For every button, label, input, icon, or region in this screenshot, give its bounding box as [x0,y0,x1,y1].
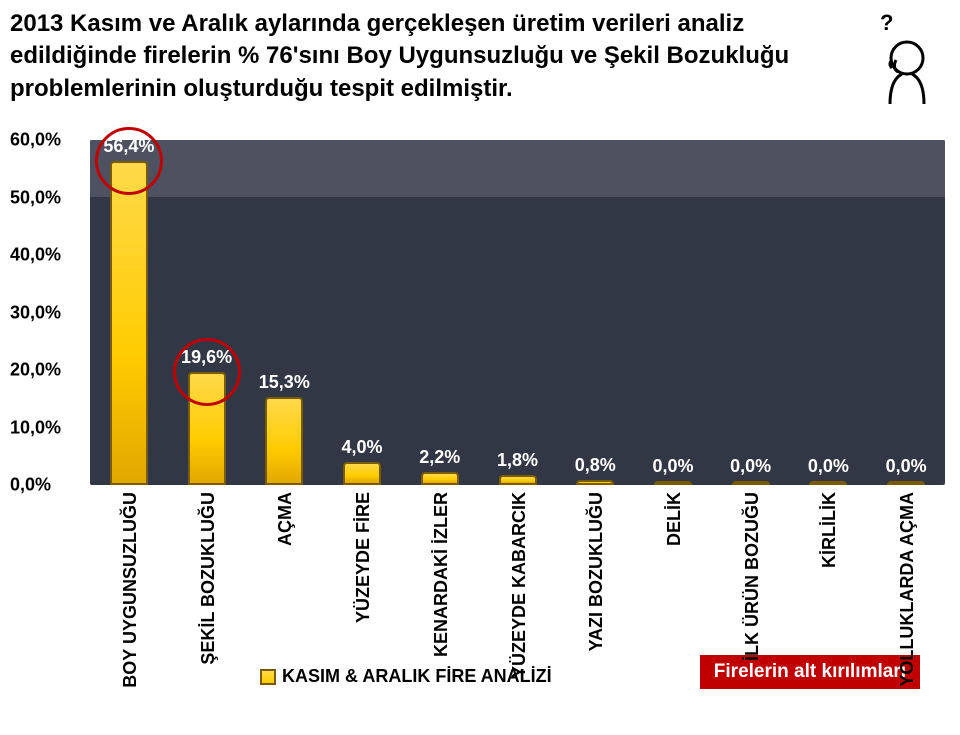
bar-value-label: 0,8% [575,455,616,476]
footer-subtitle-box: Firelerin alt kırılımları [700,655,920,689]
x-tick-label: AÇMA [275,492,296,546]
bar-value-label: 15,3% [259,372,310,393]
bar-value-label: 0,0% [808,456,849,477]
bar-chart: 56,4%19,6%15,3%4,0%2,2%1,8%0,8%0,0%0,0%0… [10,140,950,695]
x-tick-label: ŞEKİL BOZUKLUĞU [198,492,219,665]
x-tick-label: YOLLUKLARDA AÇMA [897,492,918,687]
desc-part-2: ve [564,42,604,69]
x-tick-label: BOY UYGUNSUZLUĞU [120,492,141,688]
desc-highlight-2: Şekil Bozukluğu [604,42,789,69]
plot-top-band [90,140,945,197]
bar-value-label: 4,0% [342,437,383,458]
y-tick-label: 10,0% [10,417,80,438]
y-tick-label: 0,0% [10,475,80,496]
desc-part-4: problemlerinin oluşturduğu tespit edilmi… [10,75,513,102]
y-tick-label: 40,0% [10,245,80,266]
x-tick-label: İLK ÜRÜN BOZUĞU [742,492,763,661]
svg-text:?: ? [880,10,893,35]
x-tick-label: YAZI BOZUKLUĞU [586,492,607,651]
x-tick-label: KENARDAKİ İZLER [431,492,452,657]
x-tick-label: YÜZEYDE FİRE [353,492,374,623]
bar: 15,3% [265,397,303,485]
bar-value-label: 1,8% [497,450,538,471]
bar: 56,4% [110,161,148,485]
bar: 0,8% [576,480,614,485]
y-tick-label: 20,0% [10,360,80,381]
bar: 4,0% [343,462,381,485]
footer-subtitle-text: Firelerin alt kırılımları [714,661,906,682]
y-tick-label: 30,0% [10,302,80,323]
legend-swatch [260,669,276,685]
y-tick-label: 60,0% [10,130,80,151]
x-tick-label: YÜZEYDE KABARCIK [509,492,530,678]
y-tick-label: 50,0% [10,187,80,208]
thinking-person-icon: ? [852,10,942,120]
x-tick-label: DELİK [664,492,685,546]
x-tick-label: KİRLİLİK [819,492,840,568]
bar-value-label: 0,0% [652,456,693,477]
chart-legend: KASIM & ARALIK FİRE ANALİZİ [260,666,552,687]
annotation-circle [173,338,241,406]
bar: 1,8% [499,475,537,485]
bar-value-label: 0,0% [886,456,927,477]
bar: 0,0% [887,481,925,485]
bar-value-label: 0,0% [730,456,771,477]
chart-description: 2013 Kasım ve Aralık aylarında gerçekleş… [10,8,840,105]
desc-highlight-1: Boy Uygunsuzluğu [346,42,563,69]
annotation-circle [95,127,163,195]
bar: 0,0% [654,481,692,485]
bar: 0,0% [809,481,847,485]
bar: 2,2% [421,472,459,485]
bar: 0,0% [732,481,770,485]
plot-area: 56,4%19,6%15,3%4,0%2,2%1,8%0,8%0,0%0,0%0… [90,140,945,485]
bar-value-label: 2,2% [419,447,460,468]
